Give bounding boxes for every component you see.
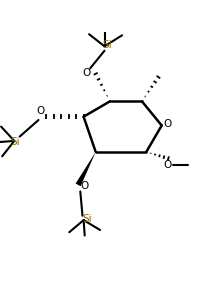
Text: O: O [37,106,45,116]
Text: O: O [83,68,91,78]
Text: Si: Si [82,214,92,224]
Text: O: O [81,181,89,191]
Text: O: O [163,119,171,130]
Polygon shape [76,152,96,186]
Text: O: O [163,160,171,170]
Text: Si: Si [11,137,20,147]
Text: Si: Si [102,40,112,50]
